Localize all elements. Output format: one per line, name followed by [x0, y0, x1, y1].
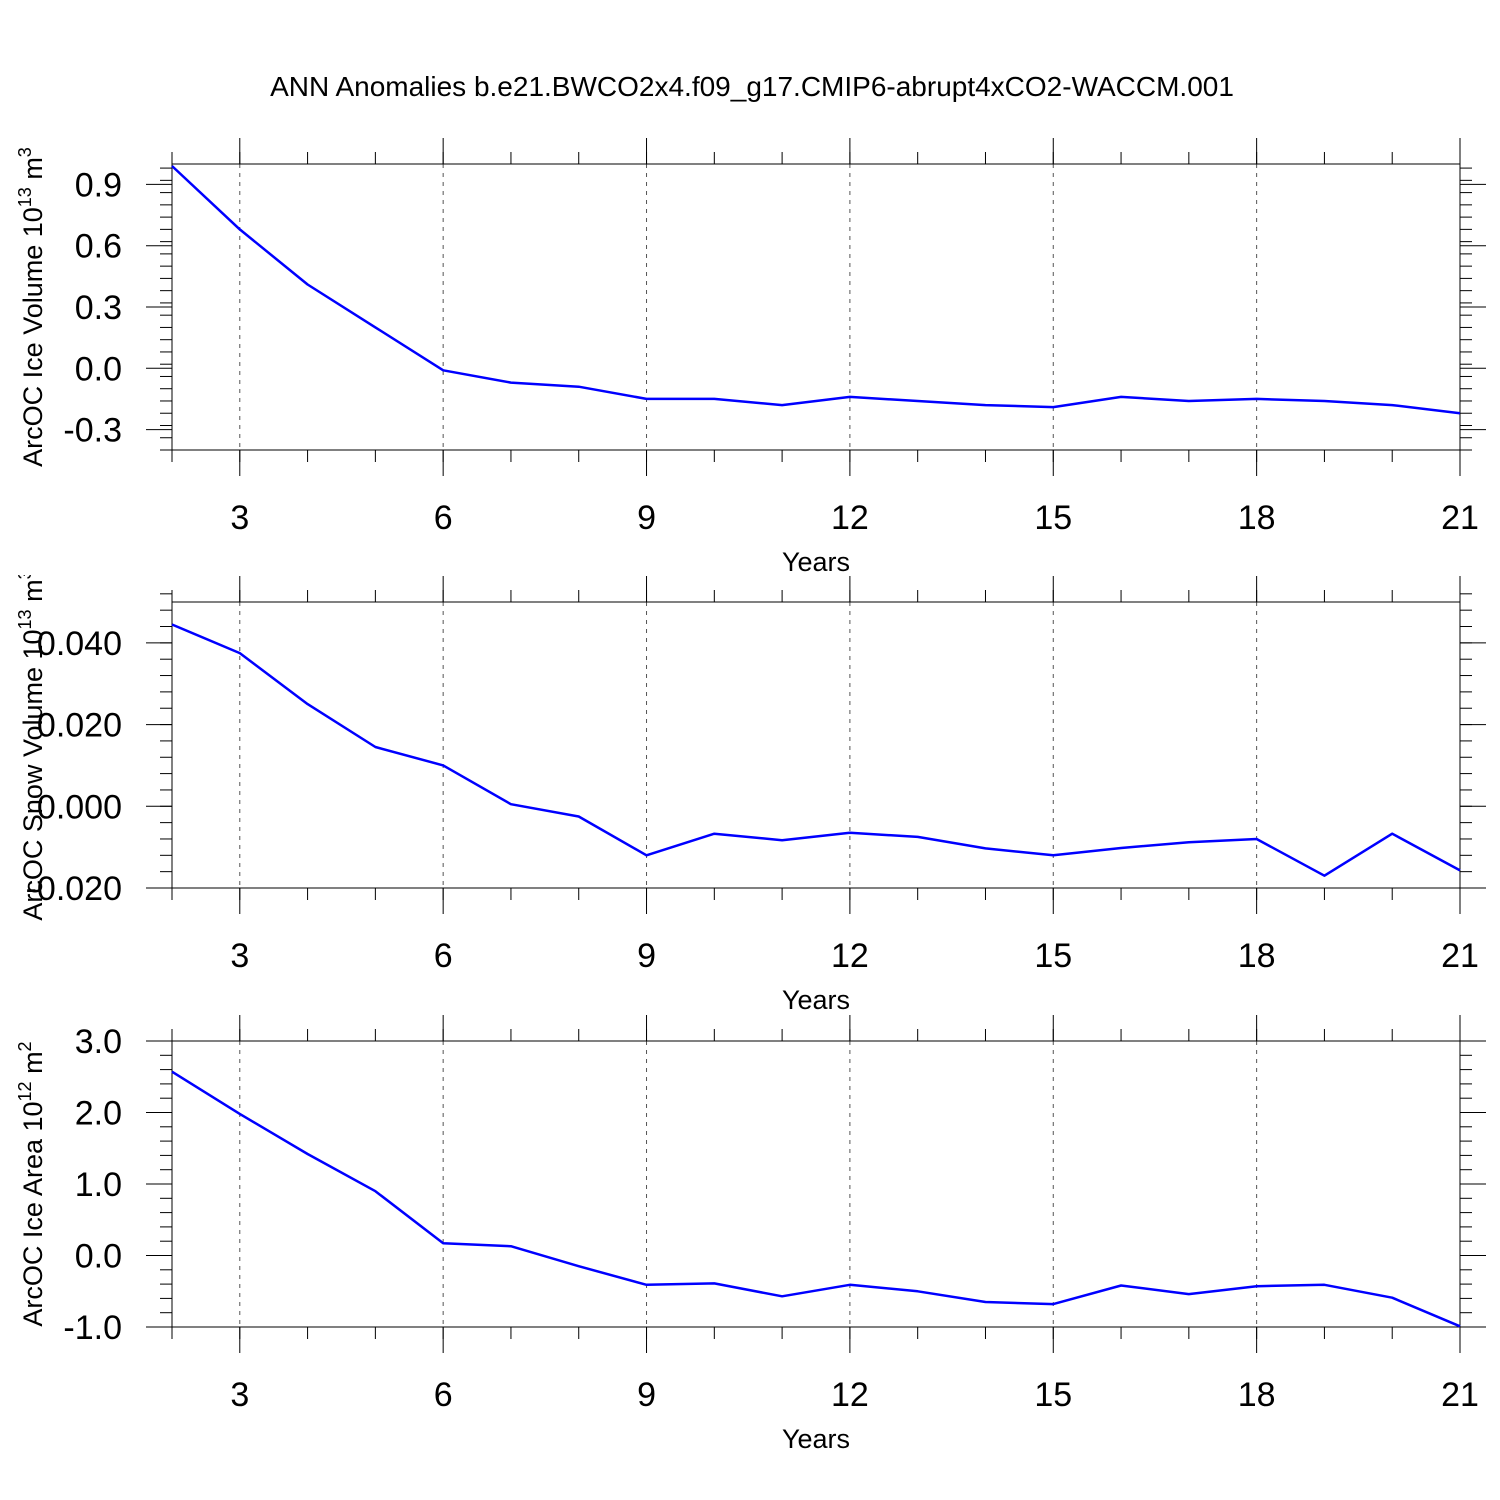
y-major-ticks	[146, 1040, 1486, 1328]
x-tick-label: 15	[1034, 937, 1072, 975]
x-major-ticks	[239, 1015, 1461, 1353]
y-tick-labels: 3.0 2.0 1.0 0.0 -1.0	[63, 1023, 122, 1347]
x-tick-label: 15	[1034, 1376, 1072, 1414]
y-tick-labels: 0.040 0.020 0.000 -0.020	[26, 625, 122, 908]
x-tick-label: 21	[1441, 937, 1479, 975]
y-major-ticks	[146, 183, 1486, 431]
y-tick-label: 0.040	[37, 625, 122, 663]
x-tick-label: 18	[1238, 1376, 1276, 1414]
gridlines	[239, 602, 1461, 888]
x-tick-label: 21	[1441, 499, 1479, 537]
y-minor-ticks	[160, 1040, 1472, 1328]
y-tick-label: 0.3	[75, 289, 122, 327]
y-tick-label: 0.020	[37, 707, 122, 745]
x-tick-labels: 3 6 9 12 15 18 21	[230, 1376, 1479, 1414]
y-axis-label-exponent: 13	[15, 609, 35, 629]
x-axis-label: Years	[782, 547, 850, 577]
x-tick-label: 15	[1034, 499, 1072, 537]
ice-volume-line	[171, 165, 1461, 415]
y-minor-ticks	[160, 593, 1472, 889]
x-tick-label: 3	[230, 499, 249, 537]
y-axis-label: ArcOC Ice Volume 1013 m3	[15, 147, 48, 467]
ice-area-line	[171, 1070, 1461, 1328]
x-minor-ticks	[171, 152, 1461, 462]
plot-frame	[171, 163, 1461, 451]
y-axis-label-unit-exponent: 3	[15, 147, 35, 157]
x-tick-label: 9	[637, 937, 656, 975]
x-tick-label: 3	[230, 1376, 249, 1414]
x-tick-label: 9	[637, 499, 656, 537]
y-axis-label-unit-exponent: 2	[15, 1041, 35, 1051]
x-tick-label: 9	[637, 1376, 656, 1414]
x-tick-label: 6	[434, 499, 453, 537]
plot-frame	[171, 601, 1461, 889]
y-tick-labels: 0.9 0.6 0.3 0.0 -0.3	[63, 166, 122, 449]
x-major-ticks	[239, 576, 1461, 914]
panel-ice-area: 3.0 2.0 1.0 0.0 -1.0 3 6 9 12 15 18 21 Years ArcOC…	[15, 1015, 1486, 1454]
x-tick-label: 18	[1238, 499, 1276, 537]
y-tick-label: -0.020	[26, 870, 122, 908]
y-axis-label-exponent: 12	[15, 1081, 35, 1101]
plot-frame	[171, 1040, 1461, 1328]
snow-volume-line	[171, 623, 1461, 877]
y-tick-label: 0.6	[75, 228, 122, 266]
y-tick-label: 0.000	[37, 788, 122, 826]
x-minor-ticks	[171, 1029, 1461, 1339]
x-tick-label: 12	[831, 499, 869, 537]
y-tick-label: 3.0	[75, 1023, 122, 1061]
gridlines	[239, 164, 1461, 450]
x-tick-label: 12	[831, 1376, 869, 1414]
y-axis-label-exponent: 13	[15, 187, 35, 207]
figure-title: ANN Anomalies b.e21.BWCO2x4.f09_g17.CMIP…	[270, 71, 1234, 102]
x-axis-label: Years	[782, 985, 850, 1015]
x-tick-label: 21	[1441, 1376, 1479, 1414]
y-major-ticks	[146, 642, 1486, 889]
y-axis-label: ArcOC Ice Area 1012 m2	[15, 1041, 48, 1326]
y-minor-ticks	[160, 167, 1472, 451]
y-axis-label: ArcOC Snow Volume 1013 m3	[15, 569, 48, 920]
y-tick-label: 0.0	[75, 350, 122, 388]
y-tick-label: 2.0	[75, 1095, 122, 1133]
y-tick-label: 0.9	[75, 166, 122, 204]
y-tick-label: -0.3	[63, 412, 122, 450]
x-tick-label: 12	[831, 937, 869, 975]
y-tick-label: -1.0	[63, 1309, 122, 1347]
y-tick-label: 1.0	[75, 1166, 122, 1204]
x-tick-label: 6	[434, 1376, 453, 1414]
x-tick-label: 6	[434, 937, 453, 975]
x-axis-label: Years	[782, 1424, 850, 1454]
y-axis-label-unit-exponent: 3	[15, 569, 35, 579]
x-tick-labels: 3 6 9 12 15 18 21	[230, 499, 1479, 537]
x-major-ticks	[239, 138, 1461, 476]
panel-ice-volume: 0.9 0.6 0.3 0.0 -0.3 3 6 9 12 15 18 21 Years ArcOC…	[15, 138, 1486, 577]
x-tick-label: 3	[230, 937, 249, 975]
x-minor-ticks	[171, 590, 1461, 900]
x-tick-labels: 3 6 9 12 15 18 21	[230, 937, 1479, 975]
y-tick-label: 0.0	[75, 1238, 122, 1276]
x-tick-label: 18	[1238, 937, 1276, 975]
